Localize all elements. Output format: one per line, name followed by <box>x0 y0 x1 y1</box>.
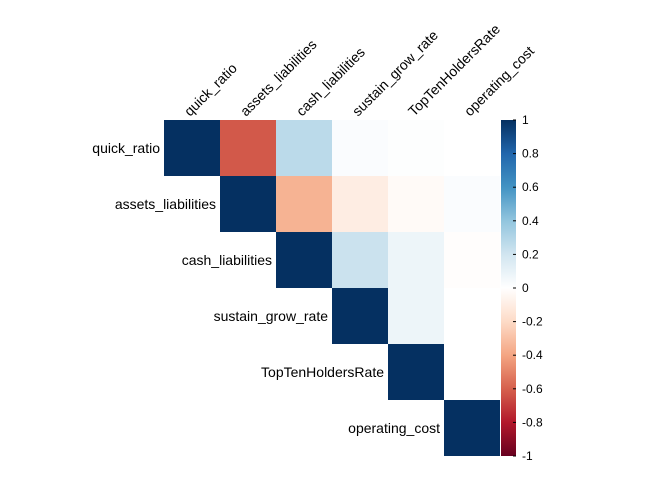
heatmap-cell <box>332 288 388 344</box>
row-label: cash_liabilities <box>182 252 272 268</box>
heatmap-cell <box>220 176 276 232</box>
heatmap-cell <box>276 232 332 288</box>
heatmap-cell <box>444 120 500 176</box>
colorbar: 1 0.8 0.6 0.4 0.2 0 -0.2 -0.4 -0.6 -0.8 -1 <box>501 113 543 463</box>
heatmap-cell <box>444 288 500 344</box>
heatmap-cell <box>332 232 388 288</box>
colorbar-tick-label: 0.2 <box>522 247 539 261</box>
colorbar-tick-label: -0.4 <box>522 348 543 362</box>
column-label: TopTenHoldersRate <box>405 21 503 119</box>
heatmap-cell <box>332 120 388 176</box>
heatmap-cell <box>388 120 444 176</box>
colorbar-tick-label: -0.6 <box>522 382 543 396</box>
heatmap-cell <box>220 120 276 176</box>
colorbar-tick-label: 1 <box>522 113 529 127</box>
colorbar-tick-label: 0 <box>522 281 529 295</box>
heatmap-cell <box>276 176 332 232</box>
heatmap-cell <box>388 176 444 232</box>
colorbar-tick-label: -1 <box>522 449 533 463</box>
colorbar-tick-label: 0.6 <box>522 180 539 194</box>
heatmap-cell <box>388 344 444 400</box>
row-labels: quick_ratio assets_liabilities cash_liabil… <box>92 140 440 436</box>
row-label: TopTenHoldersRate <box>261 364 384 380</box>
heatmap-cell <box>388 232 444 288</box>
heatmap-cell <box>276 120 332 176</box>
heatmap-cells <box>164 120 500 456</box>
colorbar-gradient <box>501 120 516 456</box>
heatmap-cell <box>164 120 220 176</box>
column-labels: quick_ratioassets_liabilitiescash_liabil… <box>181 21 537 119</box>
row-label: sustain_grow_rate <box>214 308 329 324</box>
column-label: quick_ratio <box>181 60 240 119</box>
heatmap-cell <box>444 344 500 400</box>
colorbar-tick-label: 0.8 <box>522 147 539 161</box>
row-label: assets_liabilities <box>115 196 216 212</box>
heatmap-cell <box>444 176 500 232</box>
colorbar-tick-label: -0.8 <box>522 415 543 429</box>
colorbar-tick-label: -0.2 <box>522 315 543 329</box>
heatmap-cell <box>332 176 388 232</box>
heatmap-cell <box>444 232 500 288</box>
colorbar-tick-label: 0.4 <box>522 214 539 228</box>
row-label: quick_ratio <box>92 140 160 156</box>
heatmap-cell <box>444 400 500 456</box>
heatmap-cell <box>388 288 444 344</box>
row-label: operating_cost <box>348 420 440 436</box>
